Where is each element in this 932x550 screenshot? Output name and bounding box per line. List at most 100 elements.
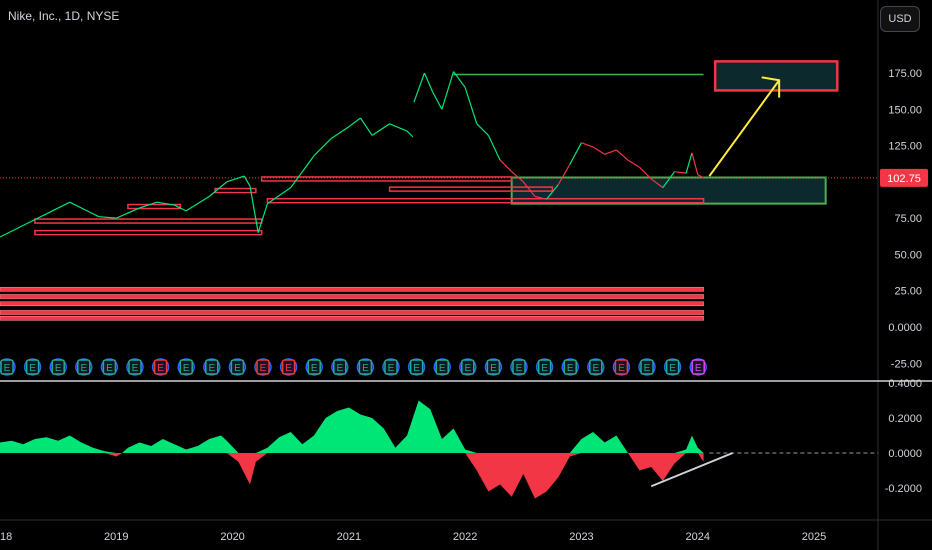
earnings-marker-2 — [51, 359, 65, 375]
target-zone — [713, 60, 839, 92]
price-axis-label-4: 75.00 — [894, 213, 922, 225]
earnings-marker-11 — [281, 359, 296, 375]
price-segment-16 — [257, 203, 269, 233]
earnings-marker-label-20: E — [516, 363, 523, 374]
currency-button[interactable]: USD — [880, 6, 920, 32]
earnings-marker-label-23: E — [592, 363, 599, 374]
projection-arrowhead — [761, 76, 781, 98]
price-segment-18 — [290, 155, 315, 189]
price-axis-label-6: 25.00 — [894, 286, 922, 298]
earnings-marker-label-24: E — [618, 363, 625, 374]
symbol-title[interactable]: Nike, Inc., 1D, NYSE — [8, 9, 120, 23]
price-segment-52 — [691, 152, 699, 175]
earnings-marker-label-21: E — [541, 363, 548, 374]
oscillator-positive-area — [0, 400, 704, 453]
time-axis-label-1: 2019 — [104, 531, 128, 543]
earnings-marker-label-15: E — [388, 363, 395, 374]
earnings-marker-8 — [205, 359, 219, 375]
price-segment-44 — [604, 149, 617, 155]
earnings-marker-label-4: E — [106, 363, 113, 374]
price-segment-40 — [557, 164, 571, 186]
price-segment-42 — [581, 142, 594, 148]
support-line-3 — [214, 187, 257, 194]
earnings-marker-label-6: E — [157, 363, 164, 374]
price-segment-48 — [650, 178, 664, 189]
earnings-marker-14 — [358, 359, 373, 375]
earnings-marker-25 — [640, 359, 654, 375]
price-segment-8 — [139, 201, 158, 209]
price-segment-51 — [685, 152, 693, 174]
earnings-marker-label-11: E — [285, 363, 292, 374]
price-segment-20 — [331, 126, 350, 139]
oscillator-axis-label-2: 0.0000 — [888, 448, 922, 460]
price-axis-label-1: 150.00 — [888, 104, 922, 116]
earnings-marker-label-25: E — [644, 363, 651, 374]
price-segment-12 — [208, 181, 228, 197]
oscillator-axis-label-1: 0.2000 — [888, 413, 922, 425]
time-axis-label-7: 2025 — [802, 531, 826, 543]
current-price-label: 102.75 — [887, 173, 921, 185]
earnings-marker-label-22: E — [567, 363, 574, 374]
oscillator-trendline — [650, 452, 734, 488]
price-segment-22 — [360, 117, 373, 136]
earnings-marker-26 — [665, 359, 680, 375]
price-segment-25 — [406, 130, 414, 138]
price-segment-5 — [86, 210, 100, 218]
price-segment-19 — [313, 137, 332, 157]
price-segment-9 — [156, 201, 175, 206]
earnings-marker-18 — [461, 359, 475, 375]
price-segment-32 — [464, 87, 478, 124]
price-axis-label-5: 50.00 — [894, 249, 922, 261]
price-segment-3 — [46, 201, 71, 215]
earnings-marker-label-14: E — [362, 363, 369, 374]
oscillator-negative-area — [0, 453, 704, 499]
earnings-marker-3 — [77, 359, 91, 375]
price-segment-34 — [487, 135, 501, 161]
low-band-4 — [0, 315, 704, 321]
price-axis-label-0: 175.00 — [888, 68, 922, 80]
price-segment-27 — [413, 72, 426, 103]
earnings-marker-label-27: E — [695, 363, 702, 374]
support-line-5 — [34, 218, 263, 224]
price-segment-21 — [348, 117, 361, 128]
price-segment-39 — [546, 184, 559, 200]
earnings-marker-20 — [512, 359, 526, 375]
earnings-marker-17 — [435, 359, 449, 375]
price-segment-29 — [432, 91, 443, 110]
price-segment-1 — [0, 224, 24, 238]
earnings-marker-label-9: E — [234, 363, 241, 374]
support-line-0 — [260, 176, 513, 182]
price-segment-24 — [389, 123, 408, 132]
projection-arrow — [708, 79, 780, 177]
time-axis-label-6: 2024 — [686, 531, 710, 543]
earnings-marker-16 — [409, 359, 424, 375]
low-band-1 — [0, 294, 704, 299]
price-segment-17 — [267, 187, 292, 205]
earnings-marker-1 — [25, 359, 40, 375]
earnings-marker-6 — [153, 359, 168, 375]
earnings-marker-27 — [691, 359, 705, 375]
earnings-marker-label-19: E — [490, 363, 497, 374]
price-segment-36 — [511, 171, 524, 183]
earnings-marker-label-26: E — [669, 363, 676, 374]
support-zone — [510, 176, 827, 205]
price-segment-37 — [522, 181, 536, 197]
price-segment-2 — [22, 213, 47, 226]
support-line-1 — [388, 186, 554, 192]
price-axis-label-7: 0.0000 — [888, 322, 922, 334]
support-line-6 — [34, 229, 263, 236]
earnings-marker-label-18: E — [464, 363, 471, 374]
earnings-marker-5 — [128, 359, 142, 375]
price-axis-label-8: -25.00 — [891, 358, 922, 370]
price-segment-14 — [243, 175, 251, 187]
low-band-2 — [0, 301, 704, 307]
earnings-marker-label-7: E — [183, 363, 190, 374]
time-axis-label-2: 2020 — [220, 531, 244, 543]
price-axis-label-2: 125.00 — [888, 141, 922, 153]
price-segment-46 — [627, 159, 640, 168]
earnings-marker-10 — [256, 359, 270, 375]
earnings-marker-15 — [384, 359, 398, 375]
price-segment-23 — [371, 123, 390, 136]
low-band-0 — [0, 286, 704, 292]
